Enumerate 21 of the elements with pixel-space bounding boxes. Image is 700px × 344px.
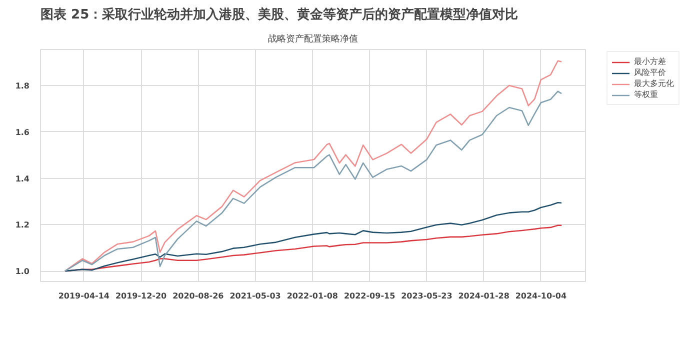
- x-tick-label: 2019-12-20: [115, 292, 168, 300]
- chart-subtitle: 战略资产配置策略净值: [268, 34, 358, 44]
- x-tick-label: 2022-09-15: [344, 292, 396, 300]
- legend-label: 等权重: [634, 89, 658, 100]
- x-tick-label: 2024-01-28: [458, 292, 510, 300]
- legend-label: 最小方差: [634, 56, 666, 67]
- y-tick-label: 1.0: [15, 267, 30, 276]
- x-tick-label: 2021-05-03: [230, 292, 281, 300]
- y-tick-label: 1.2: [15, 220, 30, 230]
- y-tick-label: 1.8: [15, 81, 30, 90]
- line-series: [64, 202, 562, 272]
- x-tick-label: 2024-10-04: [515, 292, 567, 300]
- chart-title: 图表 25：采取行业轮动并加入港股、美股、黄金等资产后的资产配置模型净值对比: [40, 6, 518, 22]
- x-tick-label: 2022-01-08: [286, 292, 338, 300]
- y-tick-label: 1.6: [15, 128, 30, 137]
- x-tick-label: 2023-05-23: [401, 292, 452, 300]
- x-tick-label: 2020-08-26: [172, 292, 224, 300]
- legend-label: 风险平价: [634, 67, 666, 78]
- y-tick-label: 1.4: [15, 174, 30, 184]
- x-tick-label: 2019-04-14: [58, 292, 110, 300]
- legend-label: 最大多元化: [634, 78, 674, 89]
